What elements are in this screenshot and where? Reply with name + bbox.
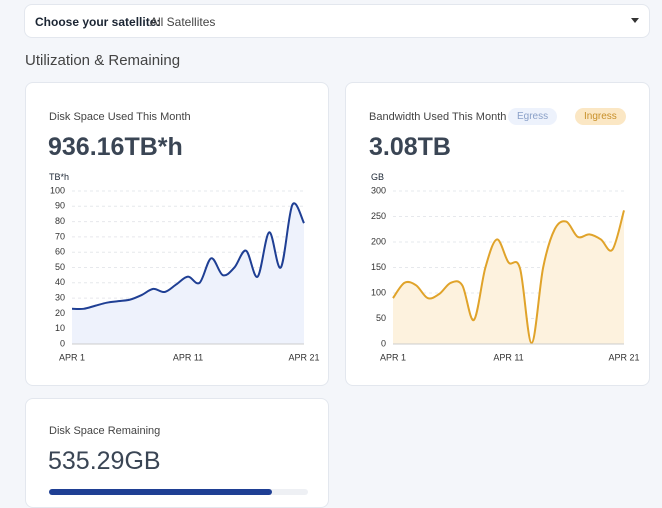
- card: Disk Space Remaining 535.29GB: [25, 398, 329, 508]
- legend-chip[interactable]: Egress: [508, 108, 558, 125]
- y-axis-label: GB: [371, 172, 385, 182]
- select-label: Choose your satellite:: [35, 15, 161, 29]
- section-title: Utilization & Remaining: [25, 52, 181, 69]
- y-axis-label: TB*h: [49, 172, 70, 182]
- card-total: 936.16TB*h: [48, 133, 183, 161]
- card-title: Disk Space Used This Month: [49, 111, 191, 123]
- card-value: 535.29GB: [48, 447, 161, 475]
- card-title: Disk Space Remaining: [49, 425, 161, 437]
- card: Bandwidth Used This Month Egress Ingress…: [345, 82, 650, 386]
- select-value: All Satellites: [150, 15, 216, 29]
- dropdown-arrow: [631, 18, 639, 23]
- card: Disk Space Used This Month 936.16TB*h TB…: [25, 82, 329, 386]
- card-title: Bandwidth Used This Month: [369, 111, 507, 123]
- progress-fill: [49, 489, 272, 495]
- legend-chip[interactable]: Ingress: [575, 108, 626, 125]
- satellite-select[interactable]: Choose your satellite: All Satellites: [24, 4, 650, 38]
- card-total: 3.08TB: [369, 133, 451, 161]
- progress-track: [49, 489, 308, 495]
